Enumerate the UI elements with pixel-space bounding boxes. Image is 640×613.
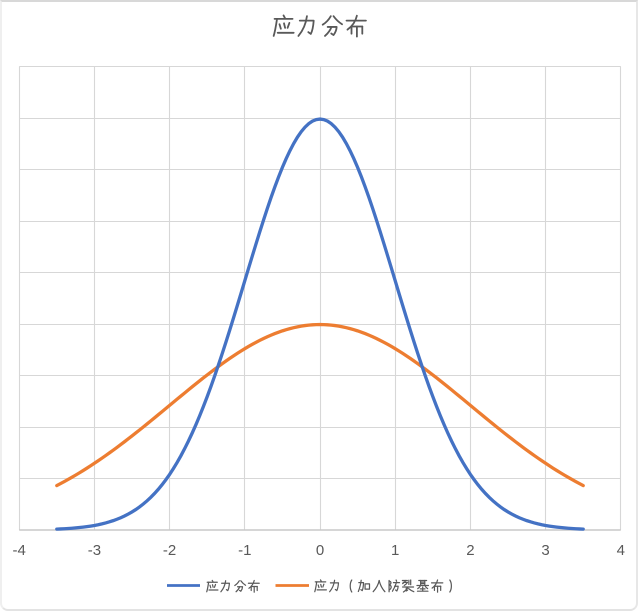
svg-text:2: 2 — [466, 542, 474, 559]
svg-text:0: 0 — [316, 542, 324, 559]
svg-text:1: 1 — [391, 542, 399, 559]
svg-text:3: 3 — [541, 542, 549, 559]
svg-text:-4: -4 — [13, 542, 26, 559]
svg-text:-2: -2 — [163, 542, 176, 559]
svg-text:-3: -3 — [88, 542, 101, 559]
svg-text:4: 4 — [617, 542, 625, 559]
svg-text:-1: -1 — [238, 542, 251, 559]
